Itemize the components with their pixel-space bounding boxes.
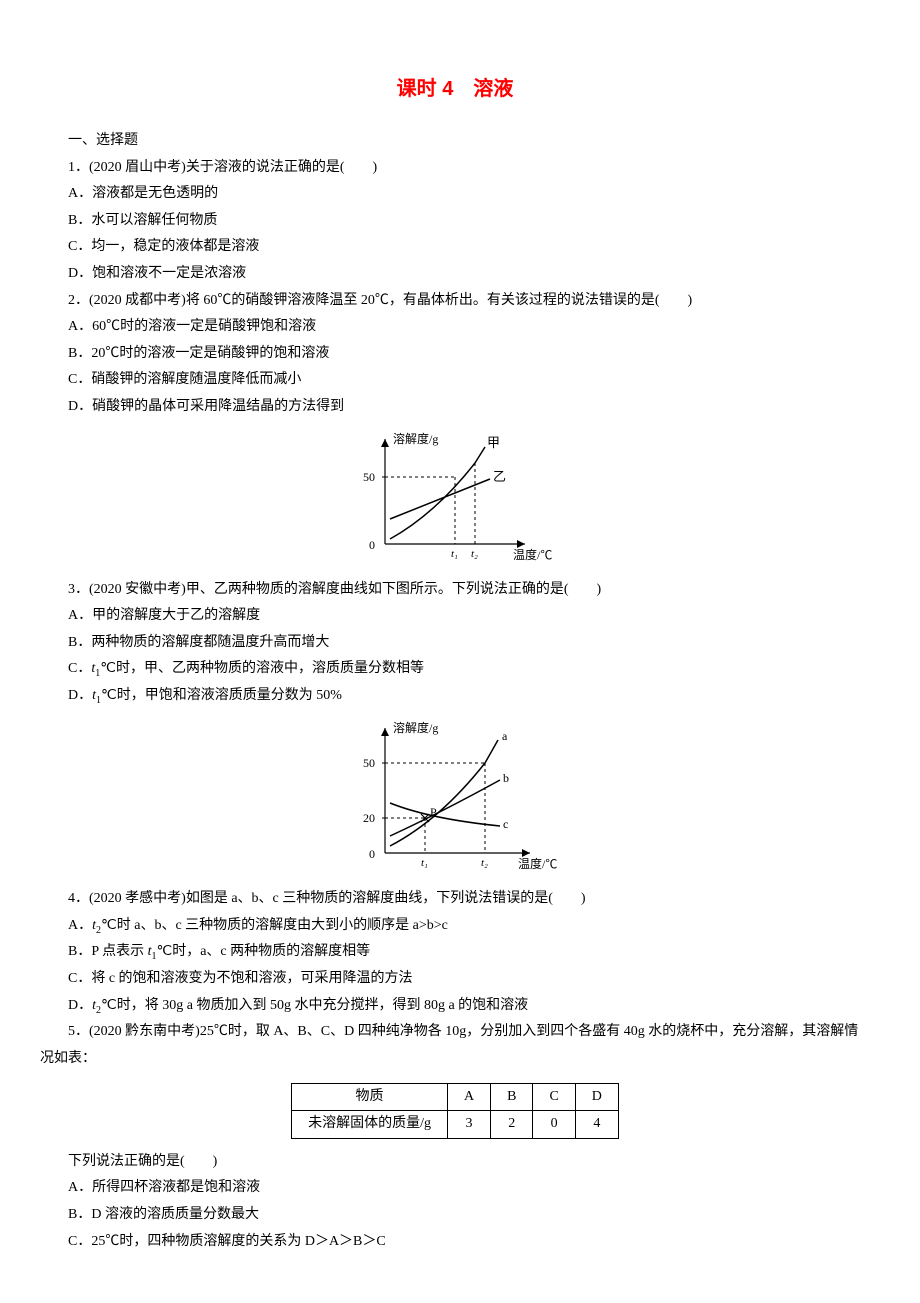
q2-opt-c: C．硝酸钾的溶解度随温度降低而减小	[40, 367, 870, 394]
svg-text:0: 0	[369, 538, 375, 552]
fig2-series-a: a	[502, 729, 508, 743]
fig2-series-c: c	[503, 817, 508, 831]
q1-opt-c: C．均一，稳定的液体都是溶液	[40, 234, 870, 261]
section-heading: 一、选择题	[40, 128, 870, 155]
fig2-xtick2: t₂	[481, 857, 488, 869]
table-cell: 0	[533, 1111, 575, 1139]
fig1-ytick: 50	[363, 470, 375, 484]
table-cell: 3	[447, 1111, 490, 1139]
fig2-point-p: P	[430, 805, 437, 819]
fig2-ylabel: 溶解度/g	[393, 720, 438, 735]
table-header-cell: D	[575, 1083, 618, 1111]
q1-stem: 1．(2020 眉山中考)关于溶液的说法正确的是( )	[40, 155, 870, 182]
q5-opt-a: A．所得四杯溶液都是饱和溶液	[40, 1175, 870, 1202]
fig2-ytick2: 20	[363, 811, 375, 825]
q5-table: 物质 A B C D 未溶解固体的质量/g 3 2 0 4	[291, 1083, 619, 1139]
fig1-xtick2: t₂	[471, 548, 478, 560]
table-header-cell: A	[447, 1083, 490, 1111]
q3-opt-a: A．甲的溶解度大于乙的溶解度	[40, 603, 870, 630]
q5-opt-c: C．25℃时，四种物质溶解度的关系为 D＞A＞B＞C	[40, 1229, 870, 1256]
q1-opt-b: B．水可以溶解任何物质	[40, 208, 870, 235]
q1-opt-d: D．饱和溶液不一定是浓溶液	[40, 261, 870, 288]
q4-opt-c: C．将 c 的饱和溶液变为不饱和溶液，可采用降温的方法	[40, 966, 870, 993]
q2-opt-b: B．20℃时的溶液一定是硝酸钾的饱和溶液	[40, 341, 870, 368]
fig2-series-b: b	[503, 771, 509, 785]
q1-opt-a: A．溶液都是无色透明的	[40, 181, 870, 208]
table-row: 未溶解固体的质量/g 3 2 0 4	[292, 1111, 619, 1139]
table-row: 物质 A B C D	[292, 1083, 619, 1111]
table-header-cell: B	[491, 1083, 533, 1111]
q3-opt-c: C．t1℃时，甲、乙两种物质的溶液中，溶质质量分数相等	[40, 656, 870, 683]
q3-stem: 3．(2020 安徽中考)甲、乙两种物质的溶解度曲线如下图所示。下列说法正确的是…	[40, 577, 870, 604]
table-cell: 4	[575, 1111, 618, 1139]
q4-stem: 4．(2020 孝感中考)如图是 a、b、c 三种物质的溶解度曲线，下列说法错误…	[40, 886, 870, 913]
q3-d-t: t1	[92, 688, 101, 703]
fig2-zero: 0	[369, 847, 375, 861]
q5-opt-b: B．D 溶液的溶质质量分数最大	[40, 1202, 870, 1229]
table-cell: 未溶解固体的质量/g	[292, 1111, 448, 1139]
figure-2: 溶解度/g 温度/℃ 0 50 20 t₁ t₂ a b c P	[340, 718, 570, 878]
lesson-title: 课时 4 溶液	[40, 70, 870, 108]
q3-opt-b: B．两种物质的溶解度都随温度升高而增大	[40, 630, 870, 657]
q2-opt-d: D．硝酸钾的晶体可采用降温结晶的方法得到	[40, 394, 870, 421]
fig1-ylabel: 溶解度/g	[393, 431, 438, 446]
q5-followup: 下列说法正确的是( )	[40, 1149, 870, 1176]
table-header-cell: 物质	[292, 1083, 448, 1111]
q4-opt-b: B．P 点表示 t1℃时，a、c 两种物质的溶解度相等	[40, 939, 870, 966]
q2-stem: 2．(2020 成都中考)将 60℃的硝酸钾溶液降温至 20℃，有晶体析出。有关…	[40, 288, 870, 315]
q3-opt-d: D．t1℃时，甲饱和溶液溶质质量分数为 50%	[40, 683, 870, 710]
fig2-xtick1: t₁	[421, 857, 428, 869]
fig1-series1: 甲	[487, 435, 500, 450]
fig1-xlabel: 温度/℃	[513, 547, 552, 562]
q5-stem: 5．(2020 黔东南中考)25℃时，取 A、B、C、D 四种纯净物各 10g，…	[40, 1019, 870, 1072]
q4-opt-a: A．t2℃时 a、b、c 三种物质的溶解度由大到小的顺序是 a>b>c	[40, 913, 870, 940]
q4-opt-d: D．t2℃时，将 30g a 物质加入到 50g 水中充分搅拌，得到 80g a…	[40, 993, 870, 1020]
fig1-series2: 乙	[493, 469, 506, 484]
table-header-cell: C	[533, 1083, 575, 1111]
fig2-ytick1: 50	[363, 756, 375, 770]
q3-c-t: t1	[91, 661, 100, 676]
table-cell: 2	[491, 1111, 533, 1139]
fig2-xlabel: 温度/℃	[518, 856, 557, 871]
q2-opt-a: A．60℃时的溶液一定是硝酸钾饱和溶液	[40, 314, 870, 341]
fig1-xtick1: t₁	[451, 548, 458, 560]
figure-1: 溶解度/g 温度/℃ 0 50 t₁ t₂ 甲 乙	[345, 429, 565, 569]
